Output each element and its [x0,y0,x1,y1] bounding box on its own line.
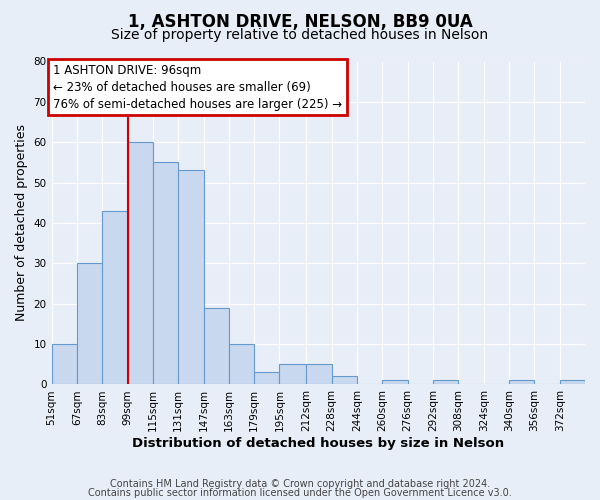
Text: Contains HM Land Registry data © Crown copyright and database right 2024.: Contains HM Land Registry data © Crown c… [110,479,490,489]
Bar [509,380,535,384]
Bar [128,142,153,384]
Bar [560,380,585,384]
Bar [52,344,77,385]
Bar [254,372,280,384]
Text: 1 ASHTON DRIVE: 96sqm
← 23% of detached houses are smaller (69)
76% of semi-deta: 1 ASHTON DRIVE: 96sqm ← 23% of detached … [53,64,342,110]
Bar [178,170,203,384]
Text: Size of property relative to detached houses in Nelson: Size of property relative to detached ho… [112,28,488,42]
Bar [332,376,357,384]
Bar [280,364,307,384]
Bar [153,162,178,384]
Y-axis label: Number of detached properties: Number of detached properties [15,124,28,322]
Text: Contains public sector information licensed under the Open Government Licence v3: Contains public sector information licen… [88,488,512,498]
Bar [203,308,229,384]
X-axis label: Distribution of detached houses by size in Nelson: Distribution of detached houses by size … [132,437,505,450]
Text: 1, ASHTON DRIVE, NELSON, BB9 0UA: 1, ASHTON DRIVE, NELSON, BB9 0UA [128,12,472,30]
Bar [382,380,408,384]
Bar [229,344,254,385]
Bar [77,264,102,384]
Bar [307,364,332,384]
Bar [433,380,458,384]
Bar [102,211,128,384]
